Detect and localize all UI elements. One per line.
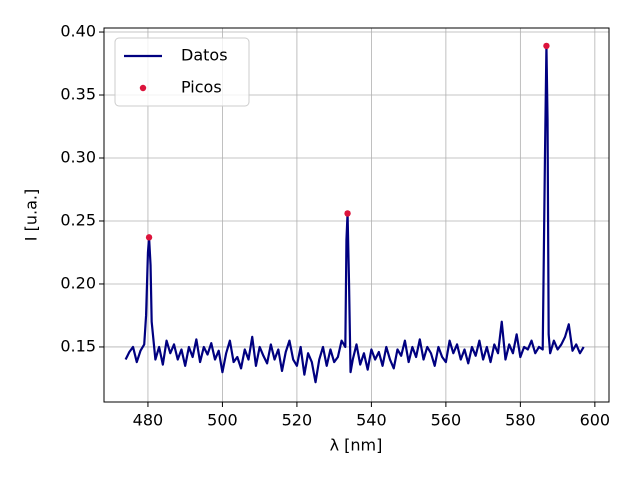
peak-point [344, 210, 351, 217]
legend-label: Picos [181, 78, 222, 97]
x-tick-label: 600 [580, 411, 611, 430]
data-line [124, 44, 585, 384]
x-axis-label: λ [nm] [330, 436, 383, 455]
peak-point [543, 42, 550, 50]
y-tick-label: 0.35 [60, 85, 96, 104]
plot-frame [103, 27, 610, 403]
y-tick-label: 0.40 [60, 22, 96, 41]
x-tick-label: 540 [356, 411, 387, 430]
x-tick-label: 520 [282, 411, 313, 430]
y-tick-label: 0.30 [60, 147, 96, 166]
legend-swatch [139, 84, 147, 92]
y-tick-label: 0.20 [60, 273, 96, 292]
y-axis-label: I [u.a.] [22, 189, 41, 241]
x-tick-label: 480 [133, 411, 164, 430]
x-tick-label: 560 [431, 411, 462, 430]
legend-label: Datos [181, 46, 228, 65]
y-tick-label: 0.25 [60, 210, 96, 229]
y-tick-label: 0.15 [60, 336, 96, 355]
x-tick-label: 500 [207, 411, 238, 430]
peak-point [145, 234, 153, 241]
x-tick-label: 580 [505, 411, 536, 430]
